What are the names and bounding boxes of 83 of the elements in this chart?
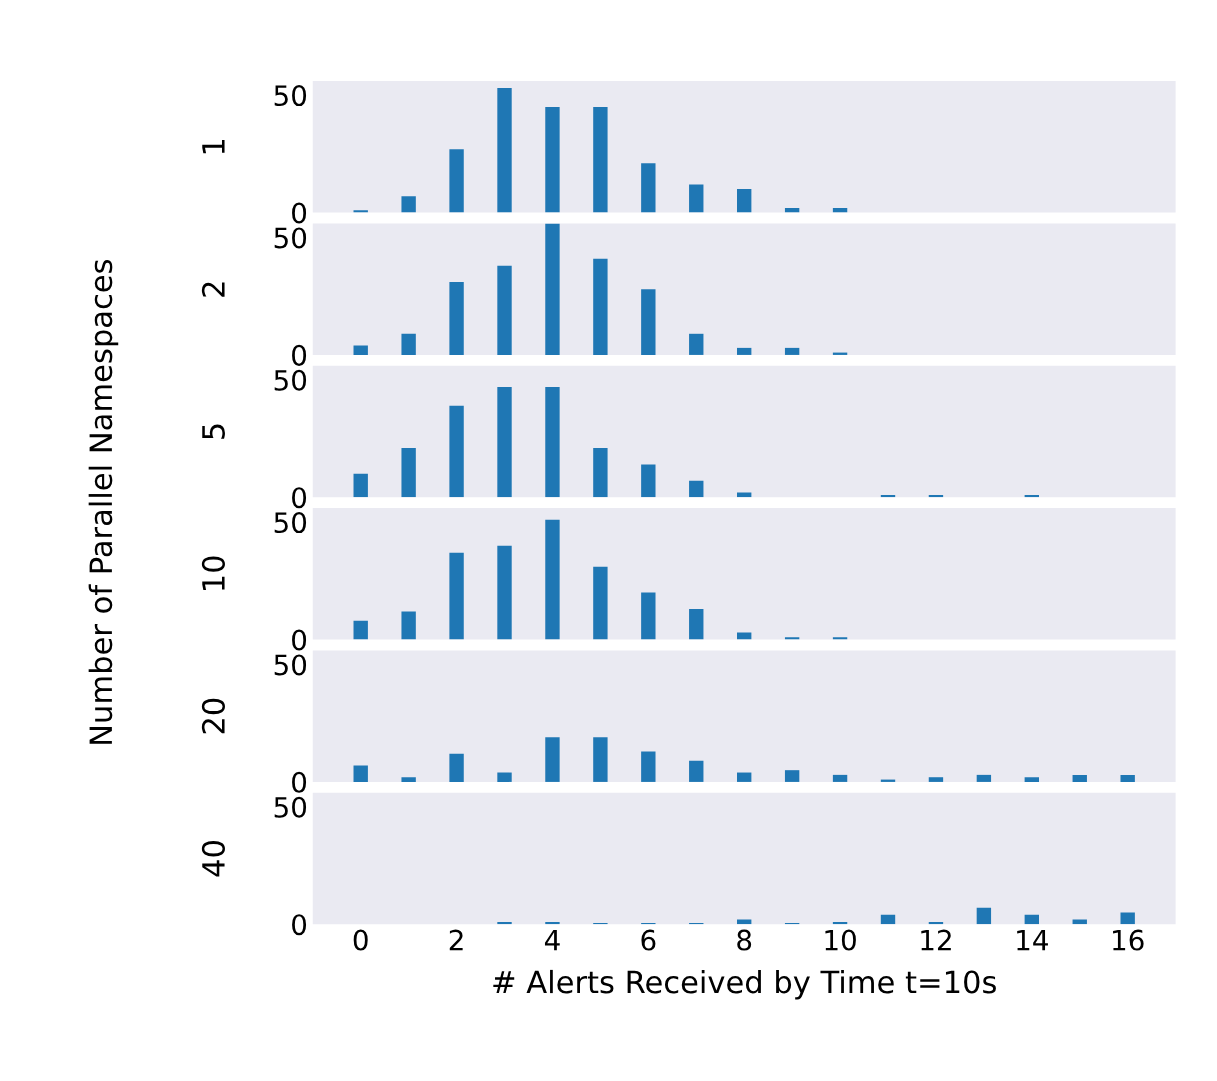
bar — [880, 914, 896, 925]
bar — [545, 106, 560, 213]
bar — [449, 753, 464, 782]
bar — [593, 106, 608, 213]
x-tick-label: 16 — [1113, 929, 1144, 951]
x-tick-label: 10 — [825, 929, 856, 951]
bar — [737, 772, 752, 782]
bar — [545, 386, 560, 498]
bar — [593, 447, 608, 498]
x-tick-label: 2 — [449, 929, 463, 951]
bar — [1024, 777, 1039, 782]
bar — [497, 772, 512, 782]
x-tick-label: 8 — [737, 929, 752, 951]
bar — [641, 592, 656, 640]
bar — [832, 774, 848, 782]
text: Number of Parallel Namespaces — [88, 259, 119, 744]
bar — [497, 88, 512, 213]
bar — [1024, 914, 1039, 925]
bar — [593, 737, 608, 782]
bar — [497, 265, 512, 355]
bar — [689, 480, 704, 498]
bar — [353, 620, 368, 640]
bar — [784, 770, 800, 782]
y-tick-label: 0 — [292, 629, 307, 651]
y-tick-label: 0 — [292, 344, 307, 366]
bar — [976, 774, 992, 782]
bar — [353, 345, 368, 355]
x-tick-label: 14 — [1017, 929, 1048, 951]
bar — [353, 473, 368, 498]
y-axis-title: 20 — [201, 698, 225, 734]
y-axis-title: 40 — [201, 841, 225, 877]
bar — [1120, 912, 1135, 925]
bar — [593, 566, 608, 640]
bar — [641, 163, 656, 213]
bar — [401, 777, 416, 782]
y-axis-title: 10 — [201, 556, 225, 590]
bar — [401, 611, 416, 640]
bar — [593, 258, 608, 355]
bar — [545, 223, 560, 355]
y-tick-label: 50 — [274, 85, 307, 107]
bar — [737, 347, 752, 355]
x-tick-label: 12 — [921, 929, 951, 951]
bar — [497, 545, 512, 640]
bar — [641, 464, 656, 498]
y-tick-label: 50 — [274, 654, 307, 676]
bar — [689, 609, 704, 640]
bar — [784, 347, 800, 355]
y-tick-label: 50 — [274, 796, 307, 818]
bar — [689, 184, 704, 213]
bar — [689, 333, 704, 355]
bar — [641, 289, 656, 355]
y-tick-label: 0 — [292, 771, 307, 793]
bar — [928, 777, 944, 782]
bar — [1072, 774, 1087, 782]
y-axis-title: 2 — [201, 282, 225, 297]
y-tick-label: 0 — [292, 487, 307, 509]
bar — [401, 447, 416, 498]
bar — [353, 765, 368, 782]
y-axis-title: 1 — [202, 139, 225, 154]
x-tick-label: 0 — [353, 929, 368, 951]
bar — [689, 760, 704, 782]
bar — [401, 196, 416, 213]
bar — [497, 386, 512, 498]
bar — [545, 519, 560, 640]
bar — [976, 907, 992, 925]
bar — [401, 333, 416, 355]
bar — [737, 189, 752, 213]
bar — [545, 737, 560, 782]
x-tick-label: 6 — [641, 929, 656, 951]
y-tick-label: 50 — [274, 369, 307, 391]
y-tick-label: 50 — [274, 227, 307, 249]
bar — [641, 751, 656, 782]
y-axis-title: 5 — [202, 424, 225, 439]
bar — [449, 552, 464, 640]
bar — [449, 282, 464, 355]
bar — [449, 149, 464, 213]
x-tick-label: 4 — [544, 929, 560, 951]
y-tick-label: 0 — [292, 202, 307, 224]
bar — [449, 405, 464, 498]
y-tick-label: 50 — [274, 512, 307, 534]
y-tick-label: 0 — [292, 914, 307, 936]
bar — [1120, 774, 1135, 782]
x-axis-title: # Alerts Received by Time t=10s — [493, 969, 996, 1000]
